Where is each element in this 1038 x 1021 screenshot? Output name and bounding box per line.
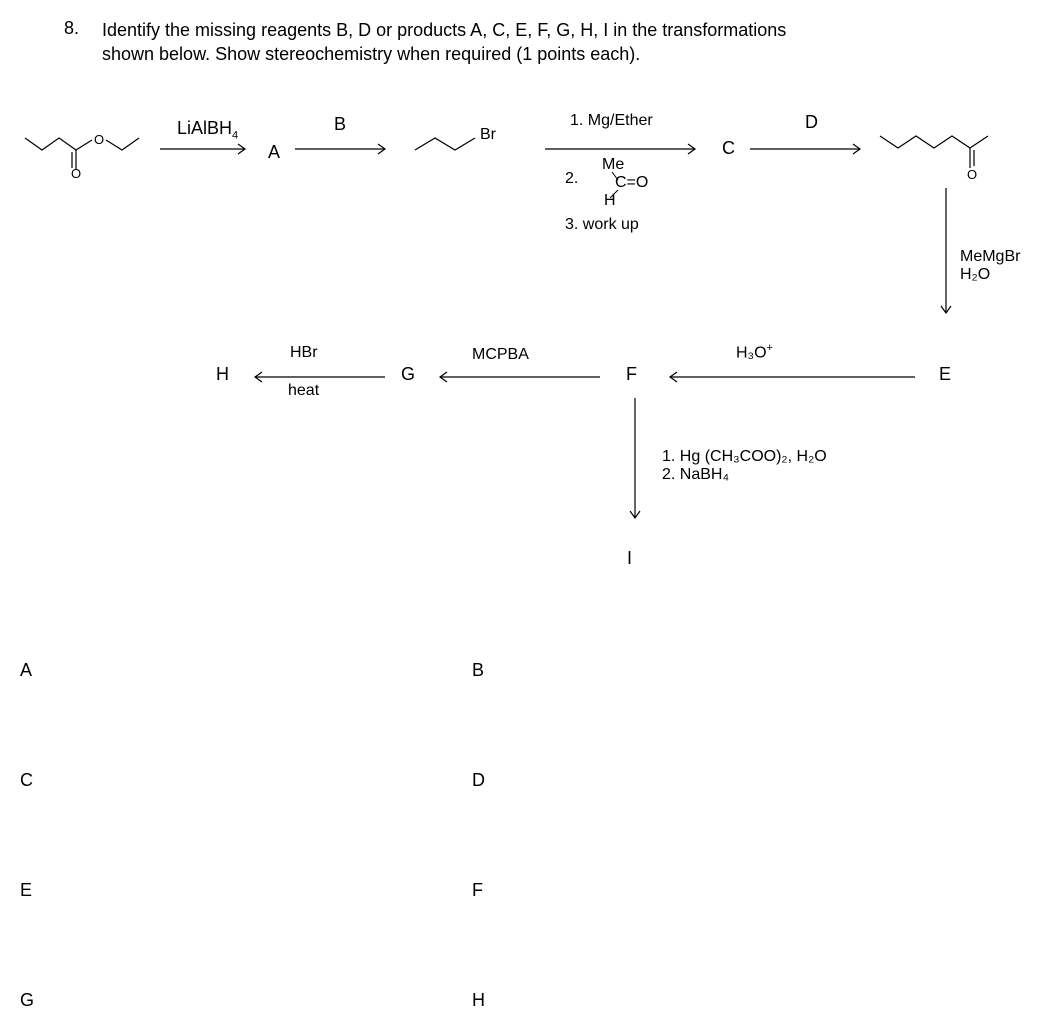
answer-A: A — [20, 660, 32, 681]
oxymerc2-label: 2. NaBH₄ — [662, 466, 729, 484]
arrow-3 — [545, 142, 705, 156]
h2o-label: H₂O — [960, 266, 990, 284]
arrow-1 — [160, 142, 255, 156]
structure-start: O O — [20, 120, 150, 180]
answer-B: B — [472, 660, 484, 681]
answer-F: F — [472, 880, 483, 901]
question-number: 8. — [64, 18, 79, 39]
arrow-2 — [295, 142, 395, 156]
answer-H: H — [472, 990, 485, 1011]
memgbr-label: MeMgBr — [960, 248, 1020, 266]
question-line1: Identify the missing reagents B, D or pr… — [102, 20, 786, 40]
arrow-4 — [750, 142, 870, 156]
h3o-label: H₃O+ — [736, 342, 773, 362]
label-H-scheme: H — [216, 364, 229, 385]
answer-E: E — [20, 880, 32, 901]
label-G-scheme: G — [401, 364, 415, 385]
label-I-scheme: I — [627, 548, 632, 569]
reaction-scheme: O O LiAlBH4 A B Br 1. Mg/Ether 2. Me C=O… — [0, 120, 1038, 590]
answer-C: C — [20, 770, 33, 791]
arrow-9-down — [628, 398, 642, 528]
label-E-scheme: E — [939, 364, 951, 385]
label-C-scheme: C — [722, 138, 735, 159]
arrow-7-left — [430, 370, 600, 384]
arrow-5-down — [939, 188, 953, 323]
hbr-label: HBr — [290, 344, 318, 362]
oxymerc1-label: 1. Hg (CH₃COO)₂, H₂O — [662, 448, 827, 466]
question-line2: shown below. Show stereochemistry when r… — [102, 44, 640, 64]
svg-text:O: O — [71, 166, 81, 181]
br-label: Br — [480, 126, 496, 144]
reagent-lialh4-sub: 4 — [232, 130, 238, 142]
reagent-lialh4-text: LiAlBH — [177, 118, 232, 138]
label-F-scheme: F — [626, 364, 637, 385]
svg-text:O: O — [967, 167, 977, 182]
mcpba-label: MCPBA — [472, 346, 529, 364]
question-text: Identify the missing reagents B, D or pr… — [102, 18, 982, 67]
step3-label: 3. work up — [565, 216, 639, 234]
reagent-lialh4: LiAlBH4 — [177, 118, 238, 142]
label-B-scheme: B — [334, 114, 346, 135]
arrow-6-left — [660, 370, 915, 384]
step2-pre: 2. — [565, 170, 578, 188]
arrow-8-left — [245, 370, 385, 384]
heat-label: heat — [288, 382, 319, 400]
label-D-scheme: D — [805, 112, 818, 133]
label-A-scheme: A — [268, 142, 280, 163]
aldehyde-lines — [600, 168, 630, 204]
step1-label: 1. Mg/Ether — [570, 112, 653, 130]
structure-ketone: O — [880, 122, 1000, 182]
answer-D: D — [472, 770, 485, 791]
answer-G: G — [20, 990, 34, 1011]
h3o-plus: + — [767, 342, 773, 354]
h3o-text: H₃O — [736, 344, 767, 361]
svg-text:O: O — [94, 132, 104, 147]
